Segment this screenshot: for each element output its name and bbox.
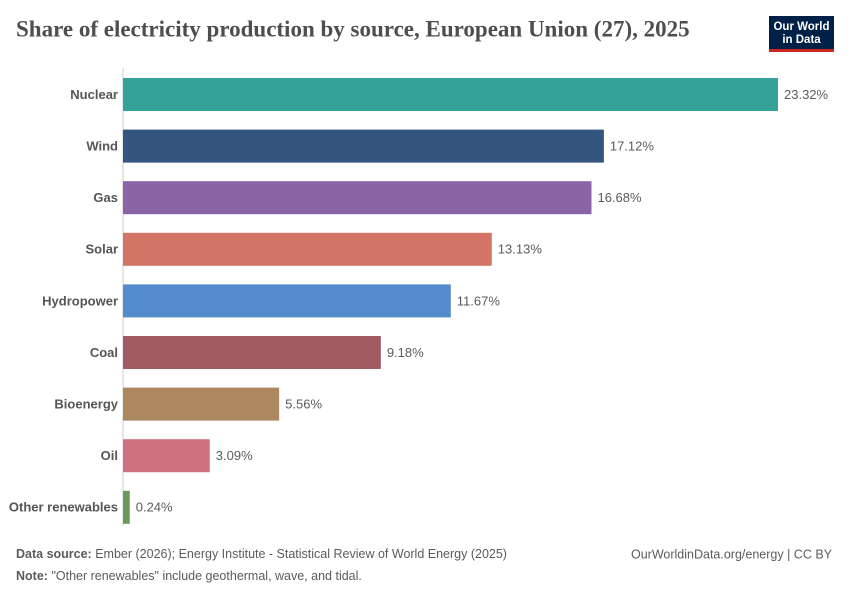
value-label: 17.12% [610,139,655,154]
bar [123,232,492,266]
note-label: Note: [16,569,48,583]
category-label: Oil [101,448,118,463]
category-label: Other renewables [9,500,118,515]
value-label: 9.18% [387,345,424,360]
bar [123,129,604,163]
note-text: "Other renewables" include geothermal, w… [51,569,361,583]
logo-underline [769,49,834,52]
category-label: Wind [86,139,118,154]
bar [123,181,592,215]
category-label: Solar [85,242,118,257]
source: Data source: Ember (2026); Energy Instit… [16,547,507,561]
logo-text: in Data [782,34,821,46]
category-label: Bioenergy [54,397,118,412]
bar [123,439,210,473]
value-label: 16.68% [597,190,642,205]
category-label: Gas [93,190,118,205]
note: Note: "Other renewables" include geother… [16,569,362,583]
url: OurWorldinData.org/energy | CC BY [631,547,833,561]
bar [123,490,130,524]
category-label: Nuclear [70,87,118,102]
category-label: Coal [90,345,118,360]
value-label: 23.32% [784,87,829,102]
logo-text: Our World [773,21,829,33]
value-label: 5.56% [285,397,322,412]
value-label: 11.67% [457,293,501,308]
source-label: Data source: [16,547,92,561]
bar [123,78,778,111]
bar [123,336,381,369]
logo-box [769,16,834,51]
category-label: Hydropower [42,293,118,308]
value-label: 13.13% [498,242,543,257]
value-label: 3.09% [216,448,253,463]
bar [123,284,451,318]
chart-title: Share of electricity production by sourc… [16,16,690,41]
value-label: 0.24% [136,500,173,515]
bar [123,387,280,421]
source-text: Ember (2026); Energy Institute - Statist… [95,547,507,561]
